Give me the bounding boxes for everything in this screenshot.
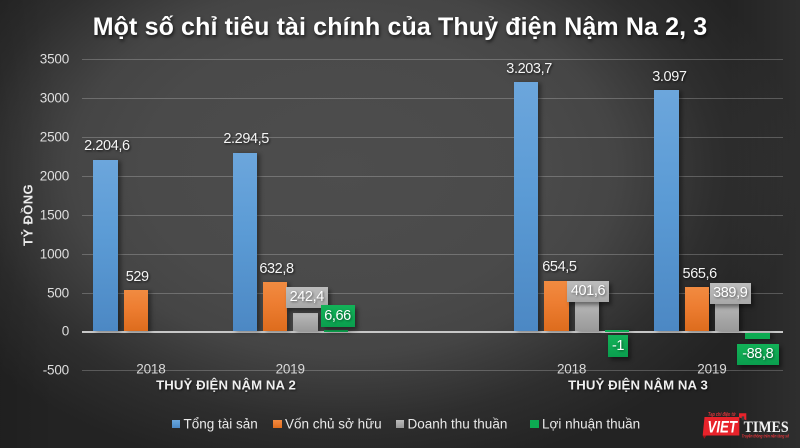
svg-text:Truyền thông trên nền tảng số: Truyền thông trên nền tảng số: [742, 433, 790, 440]
svg-text:TIMES: TIMES: [744, 419, 789, 436]
svg-text:VIET: VIET: [708, 419, 739, 437]
svg-text:Tạp chí điện tử: Tạp chí điện tử: [708, 412, 736, 418]
